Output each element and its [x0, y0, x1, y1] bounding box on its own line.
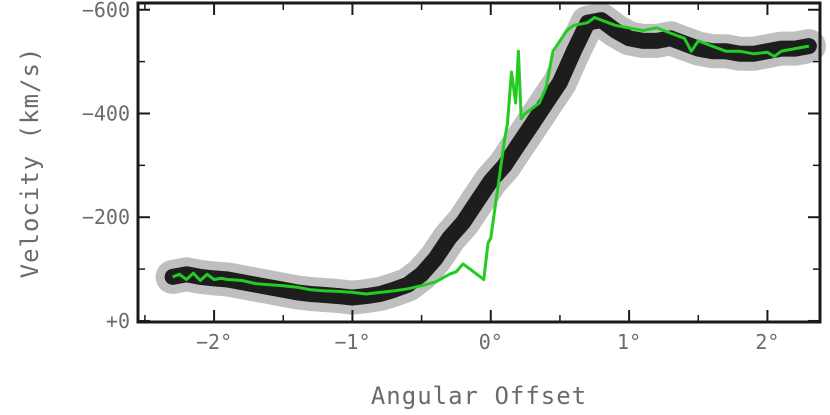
x-tick-label: 0°: [479, 330, 503, 354]
x-axis-label: Angular Offset: [371, 382, 587, 410]
y-tick-label: −400: [82, 101, 130, 125]
trace-layer: [172, 16, 810, 296]
emission-layer: [155, 3, 826, 315]
plot-frame: [136, 1, 822, 324]
x-tick-label: −1°: [334, 330, 370, 354]
x-tick-label: 2°: [755, 330, 779, 354]
trace-line: [172, 16, 810, 296]
axis-ticks: −2° −1° 0° 1° 2° −600 −400 −200 +0: [82, 0, 820, 354]
x-tick-label: −2°: [196, 330, 232, 354]
emission-band: [164, 12, 817, 306]
y-tick-label: +0: [106, 309, 130, 333]
y-tick-label: −200: [82, 205, 130, 229]
x-tick-label: 1°: [617, 330, 641, 354]
emission-halo: [155, 3, 826, 315]
y-tick-label: −600: [82, 0, 130, 22]
y-axis-label: Velocity (km/s): [16, 47, 44, 279]
